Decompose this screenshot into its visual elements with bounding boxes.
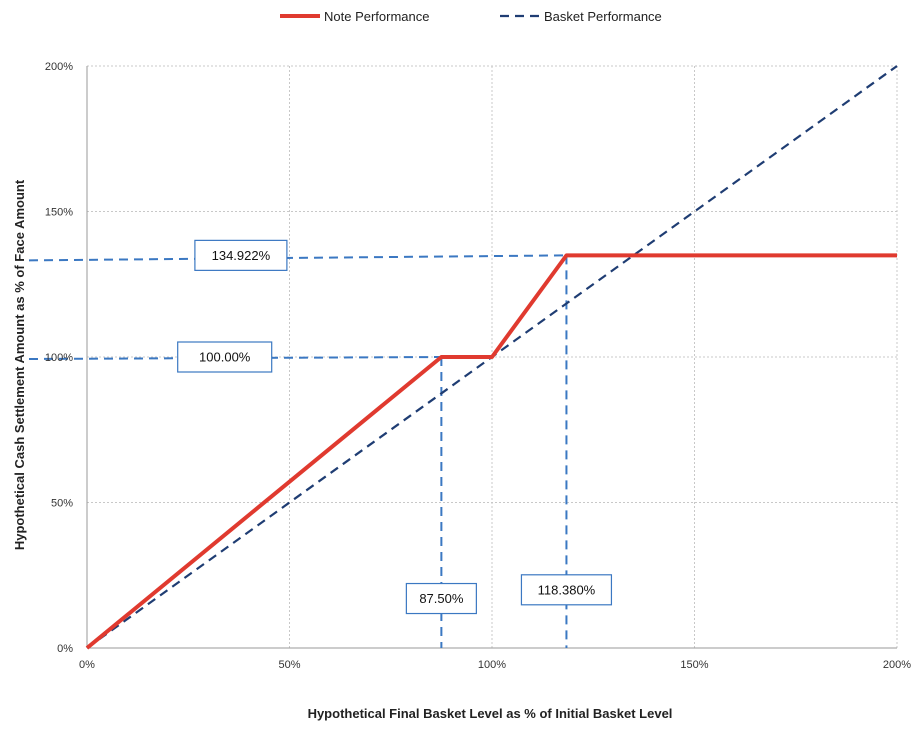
annotation-callout: 87.50%	[405, 582, 477, 615]
y-tick-label: 0%	[57, 643, 73, 655]
tick-labels: 0% 50% 100% 150% 200% 0% 50% 100% 150% 200%	[45, 61, 911, 671]
y-tick-label: 100%	[45, 352, 73, 364]
x-tick-label: 150%	[680, 659, 708, 671]
annotation-label: 100.00%	[199, 350, 251, 365]
annotation-label: 134.922%	[212, 248, 271, 263]
annotation-box	[177, 341, 273, 373]
note-performance-line	[85, 253, 897, 650]
annotation-label: 87.50%	[419, 591, 464, 606]
y-tick-label: 200%	[45, 61, 73, 73]
x-tick-label: 100%	[478, 659, 506, 671]
annotation-label: 118.380%	[538, 582, 596, 597]
x-tick-label: 50%	[278, 659, 300, 671]
annotation-callout: 100.00%	[177, 341, 273, 373]
annotation-callout: 134.922%	[194, 239, 288, 271]
annotation-box	[405, 582, 477, 615]
y-tick-label: 150%	[45, 207, 73, 219]
legend-item: Basket Performance	[500, 9, 662, 24]
legend-item: Note Performance	[280, 9, 430, 24]
reference-line-horizontal	[28, 356, 442, 360]
x-tick-label: 200%	[883, 659, 911, 671]
annotation-box	[520, 574, 613, 606]
legend-label: Note Performance	[324, 9, 430, 24]
x-tick-label: 0%	[79, 659, 95, 671]
x-axis-label: Hypothetical Final Basket Level as % of …	[308, 706, 673, 721]
y-tick-label: 50%	[51, 498, 73, 510]
legend: Note Performance Basket Performance	[280, 9, 662, 24]
annotation-box	[194, 239, 288, 271]
annotations: 134.922% 100.00% 87.50% 118.380%	[177, 239, 613, 615]
y-axis-label: Hypothetical Cash Settlement Amount as %…	[12, 179, 27, 550]
reference-lines	[28, 254, 568, 648]
legend-label: Basket Performance	[544, 9, 662, 24]
series-lines	[85, 65, 898, 650]
reference-line-horizontal	[28, 254, 567, 262]
annotation-callout: 118.380%	[520, 574, 613, 606]
